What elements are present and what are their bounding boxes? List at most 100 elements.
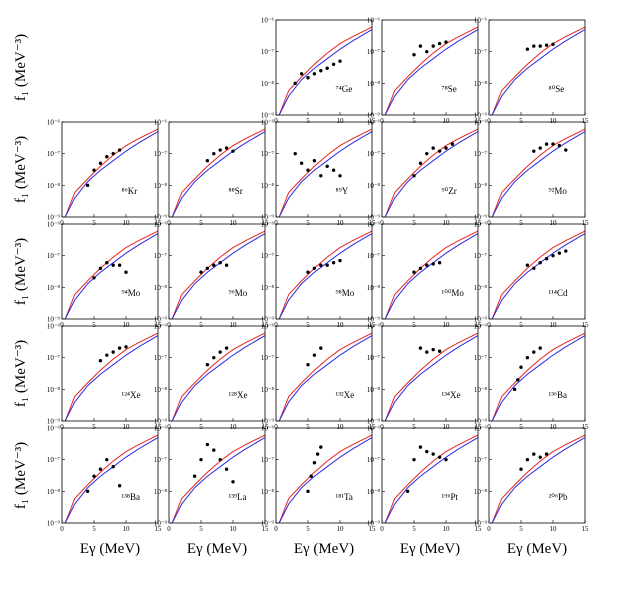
panel-label: ¹¹⁴Cd: [549, 288, 569, 298]
x-tick-label: 0: [167, 321, 171, 329]
data-point: [111, 263, 115, 267]
data-point: [117, 484, 122, 488]
data-point: [338, 59, 342, 63]
x-tick-label: 0: [274, 321, 278, 329]
plot-frame: [275, 325, 373, 422]
plot-frame: [381, 121, 479, 218]
y-tick-label: 10⁻⁸: [474, 182, 488, 190]
data-point: [331, 168, 336, 172]
y-tick-label: 10⁻⁷: [154, 150, 168, 158]
x-tick-label: 0: [274, 423, 278, 431]
x-tick-label: 15: [582, 321, 590, 329]
data-point: [519, 467, 523, 471]
y-tick-label: 10⁻⁸: [474, 80, 488, 88]
plot-frame: [61, 121, 159, 218]
x-tick-label: 0: [167, 423, 171, 431]
data-point: [319, 445, 323, 449]
y-tick-label: 10⁻⁶: [261, 425, 275, 433]
model-curve: [171, 437, 265, 523]
x-tick-label: 0: [274, 219, 278, 227]
x-tick-label: 15: [369, 219, 377, 227]
data-point: [431, 262, 435, 266]
plot-frame: [275, 121, 373, 218]
y-tick-label: 10⁻⁹: [47, 214, 61, 222]
data-point: [98, 266, 103, 270]
x-tick-label: 0: [487, 117, 491, 125]
data-point: [425, 151, 429, 156]
model-curve: [64, 335, 158, 421]
y-tick-label: 10⁻⁷: [261, 150, 275, 158]
panel-label: ⁹⁶Mo: [229, 288, 248, 298]
plot-frame: [168, 427, 266, 524]
model-curve: [491, 128, 585, 217]
y-tick-label: 10⁻⁶: [261, 221, 275, 229]
x-tick-label: 15: [582, 117, 590, 125]
y-tick-label: 10⁻⁶: [367, 221, 381, 229]
y-tick-label: 10⁻⁶: [474, 119, 488, 127]
data-point: [525, 355, 530, 360]
model-curve: [278, 233, 372, 319]
panel-label: ⁹⁴Mo: [122, 288, 141, 298]
x-tick-label: 0: [60, 321, 64, 329]
data-point: [418, 445, 423, 449]
model-curve: [278, 128, 372, 217]
data-point: [557, 143, 562, 148]
model-curve: [171, 434, 265, 523]
panel-label: ⁹⁰Zr: [442, 186, 457, 196]
y-tick-label: 10⁻⁷: [261, 456, 275, 464]
panel-label: ¹⁸¹Ta: [336, 492, 353, 502]
panel-label: ⁸⁸Sr: [229, 186, 243, 196]
panel-label: ¹²⁸Xe: [229, 390, 248, 400]
y-tick-label: 10⁻⁹: [261, 214, 275, 222]
data-point: [512, 387, 517, 392]
data-point: [111, 151, 115, 156]
y-tick-label: 10⁻⁷: [367, 150, 381, 158]
data-point: [431, 44, 435, 48]
x-tick-label: 15: [582, 525, 590, 533]
model-curve: [384, 233, 478, 319]
panel-label: ⁸⁰Se: [549, 84, 565, 94]
y-tick-label: 10⁻⁶: [261, 323, 275, 331]
model-curve: [384, 230, 478, 319]
data-point: [412, 270, 416, 274]
panel-label: ¹³⁹La: [229, 492, 247, 502]
x-tick-label: 5: [306, 117, 310, 125]
y-tick-label: 10⁻⁷: [47, 354, 61, 362]
y-tick-label: 10⁻⁹: [47, 316, 61, 324]
x-tick-label: 15: [475, 423, 483, 431]
y-tick-label: 10⁻⁷: [474, 48, 488, 56]
data-point: [224, 146, 229, 150]
x-tick-label: 5: [412, 525, 416, 533]
data-point: [224, 467, 229, 471]
model-curve: [491, 29, 585, 115]
x-tick-label: 10: [337, 423, 345, 431]
x-tick-label: 5: [92, 525, 96, 533]
y-tick-label: 10⁻⁶: [367, 17, 381, 25]
y-tick-label: 10⁻⁷: [47, 456, 61, 464]
x-tick-label: 0: [167, 219, 171, 227]
y-tick-label: 10⁻⁸: [261, 284, 275, 292]
data-point: [405, 489, 410, 494]
plot-frame: [168, 121, 266, 218]
data-point: [544, 257, 549, 261]
y-tick-label: 10⁻⁶: [154, 119, 168, 127]
data-point: [111, 350, 115, 354]
data-point: [212, 151, 216, 156]
data-point: [525, 457, 530, 462]
data-point: [218, 260, 222, 265]
data-point: [544, 142, 549, 146]
x-tick-label: 15: [155, 219, 163, 227]
data-point: [312, 158, 317, 163]
y-tick-label: 10⁻⁷: [154, 456, 168, 464]
data-point: [516, 378, 520, 382]
y-axis-label: f₁ (MeV⁻³): [13, 34, 29, 101]
data-point: [105, 457, 109, 462]
x-tick-label: 0: [487, 423, 491, 431]
x-tick-label: 10: [550, 525, 558, 533]
x-tick-label: 5: [412, 423, 416, 431]
data-point: [532, 452, 536, 456]
x-tick-label: 15: [369, 117, 377, 125]
x-tick-label: 15: [155, 525, 163, 533]
y-tick-label: 10⁻⁸: [474, 284, 488, 292]
data-point: [306, 362, 310, 367]
